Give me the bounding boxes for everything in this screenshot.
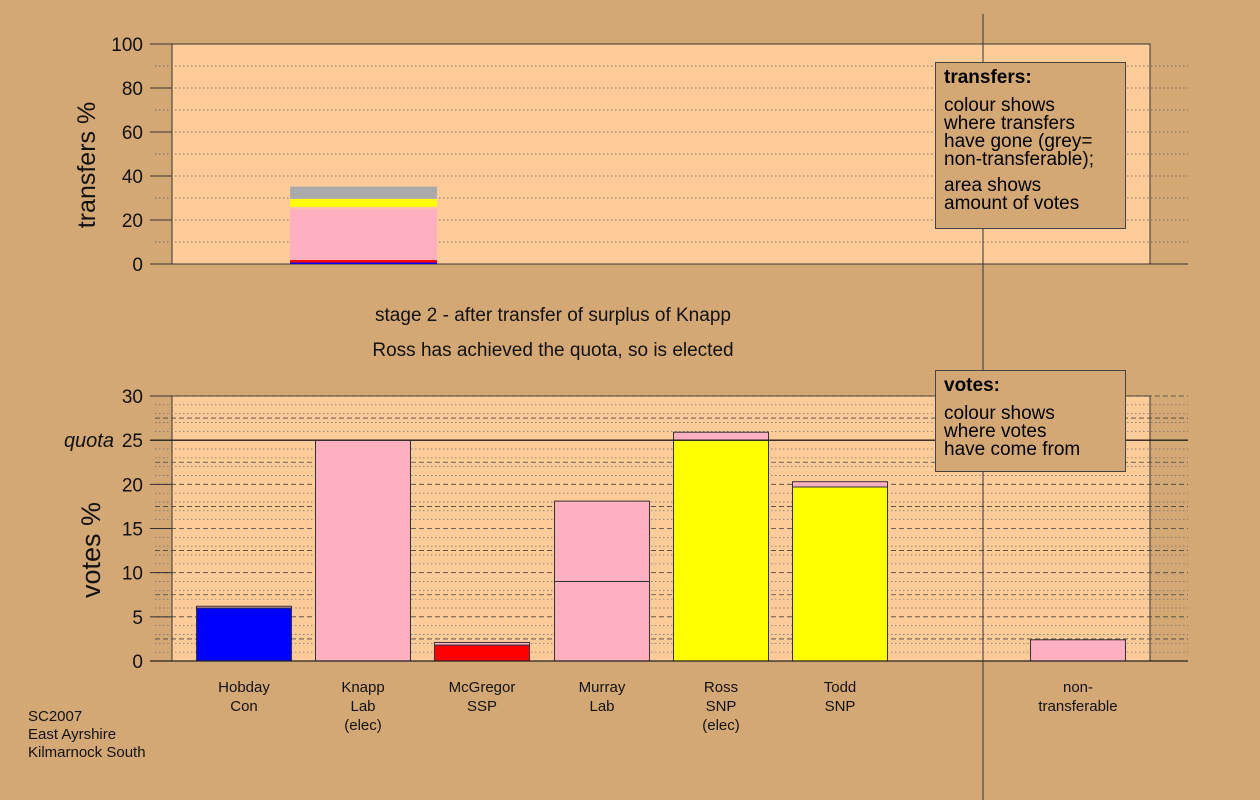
candidate-status-label: (elec) <box>344 717 382 734</box>
transfers-y-tick-label: 0 <box>132 255 143 276</box>
votes-bar-segment <box>434 644 530 662</box>
votes-bar-segment <box>1030 639 1126 662</box>
candidate-party-label: transferable <box>1038 698 1117 715</box>
transfers-y-tick-label: 40 <box>122 167 143 188</box>
candidate-name-label: McGregor <box>449 679 516 696</box>
candidate-name-label: non- <box>1063 679 1093 696</box>
votes-bar-segment <box>554 500 650 582</box>
candidate-party-label: Con <box>230 698 258 715</box>
candidate-name-label: Todd <box>824 679 857 696</box>
votes-y-tick-label: 30 <box>122 387 143 408</box>
candidate-party-label: SNP <box>825 698 856 715</box>
transfers-legend-heading: transfers: <box>944 67 1032 88</box>
candidate-status-label: (elec) <box>702 717 740 734</box>
stage-title: stage 2 - after transfer of surplus of K… <box>375 305 731 326</box>
votes-y-tick-label: 10 <box>122 564 143 585</box>
votes-y-axis-label: votes % <box>76 502 106 598</box>
stage-subtitle: Ross has achieved the quota, so is elect… <box>372 340 734 361</box>
votes-y-tick-label: 25 <box>122 431 143 452</box>
votes-bar-segment <box>434 641 530 646</box>
transfers-bar-segment <box>290 186 437 199</box>
footer-line: SC2007 <box>28 708 83 725</box>
transfers-bar-segment <box>290 260 437 263</box>
votes-y-tick-label: 5 <box>132 608 143 629</box>
votes-legend-line: have come from <box>944 439 1081 460</box>
transfers-y-tick-label: 80 <box>122 79 143 100</box>
transfers-bar-segment <box>290 206 437 210</box>
votes-bar-segment <box>673 439 769 662</box>
transfers-y-tick-label: 20 <box>122 211 143 232</box>
candidate-party-label: SSP <box>467 698 497 715</box>
candidate-party-label: Lab <box>589 698 614 715</box>
transfers-legend-line: amount of votes <box>944 193 1080 214</box>
quota-label: quota <box>64 430 114 452</box>
transfers-legend-line: area shows <box>944 175 1042 196</box>
votes-bar-segment <box>792 486 888 662</box>
votes-legend-box: votes: colour shows where votes have com… <box>935 370 1126 472</box>
candidate-name-label: Ross <box>704 679 738 696</box>
votes-legend-line: colour shows <box>944 403 1055 424</box>
transfers-legend-line: non-transferable); <box>944 149 1094 170</box>
votes-bar-segment <box>315 439 411 662</box>
footer-caption: SC2007 East Ayrshire Kilmarnock South <box>28 708 146 762</box>
candidate-name-label: Murray <box>579 679 626 696</box>
transfers-y-axis-label: transfers % <box>73 102 101 228</box>
transfers-bar-segment <box>290 209 437 261</box>
candidate-party-label: Lab <box>350 698 375 715</box>
votes-y-tick-label: 0 <box>132 652 143 673</box>
votes-bar-segment <box>673 431 769 441</box>
candidate-name-label: Hobday <box>218 679 270 696</box>
votes-bar-segment <box>196 607 292 662</box>
transfers-legend-line: colour shows <box>944 95 1055 116</box>
votes-bar-segment <box>196 605 292 609</box>
votes-y-tick-label: 15 <box>122 520 143 541</box>
footer-line: East Ayrshire <box>28 726 117 743</box>
votes-bar-segment <box>554 581 650 662</box>
votes-y-tick-label: 20 <box>122 475 143 496</box>
candidate-name-label: Knapp <box>341 679 384 696</box>
transfers-bar-segment <box>290 262 437 264</box>
candidate-party-label: SNP <box>706 698 737 715</box>
transfers-bar-segment <box>290 198 437 201</box>
votes-legend-line: where votes <box>944 421 1047 442</box>
votes-bar-segment <box>792 481 888 488</box>
transfers-legend-line: have gone (grey= <box>944 131 1093 152</box>
transfers-legend-box: transfers: colour shows where transfers … <box>935 62 1126 229</box>
transfers-y-tick-label: 60 <box>122 123 143 144</box>
transfers-bar-segment <box>290 200 437 207</box>
votes-legend-heading: votes: <box>944 375 1000 396</box>
transfers-legend-line: where transfers <box>944 113 1075 134</box>
transfers-y-tick-label: 100 <box>111 35 143 56</box>
footer-line: Kilmarnock South <box>28 744 146 761</box>
